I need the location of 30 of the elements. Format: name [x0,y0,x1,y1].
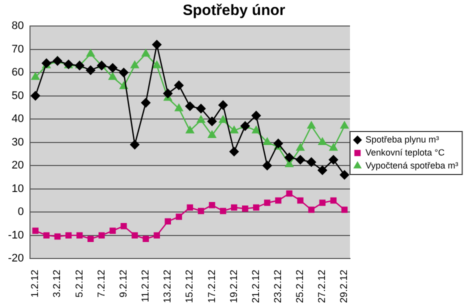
x-tick-label: 1.2.12 [30,269,42,298]
x-tick-label: 15.2.12 [184,269,196,304]
chart-title: Spotřeby únor [182,2,286,20]
x-tick-label: 13.2.12 [162,269,174,304]
x-tick-label: 7.2.12 [96,269,108,298]
y-tick-label: 70 [12,43,24,56]
x-tick-label: 29.2.12 [339,269,350,304]
legend-label: Vypočtená spotřeba m³ [366,160,458,170]
x-tick-label: 27.2.12 [317,269,328,304]
legend-label: Spotřeba plynu m³ [366,134,440,144]
y-tick-label: 40 [12,113,24,126]
x-tick-label: 17.2.12 [206,269,218,304]
x-tick-label: 21.2.12 [250,269,262,304]
x-tick-label: 25.2.12 [295,269,306,304]
x-tick-label: 5.2.12 [74,269,86,298]
y-tick-label: -20 [8,252,24,265]
y-tick-label: 60 [12,66,24,79]
x-tick-label: 23.2.12 [273,269,284,304]
y-tick-label: 0 [18,206,24,218]
y-tick-label: -10 [8,229,24,242]
legend-label: Venkovní teplota °C [366,147,446,158]
y-tick-label: 10 [12,182,24,195]
x-tick-label: 3.2.12 [52,269,64,298]
x-tick-label: 11.2.12 [140,269,152,302]
y-tick-label: 80 [12,20,24,32]
x-tick-label: 19.2.12 [228,269,240,304]
y-tick-label: 50 [12,90,24,102]
y-tick-label: 20 [12,160,24,172]
y-tick-label: 30 [12,136,24,148]
x-tick-label: 9.2.12 [118,269,130,298]
